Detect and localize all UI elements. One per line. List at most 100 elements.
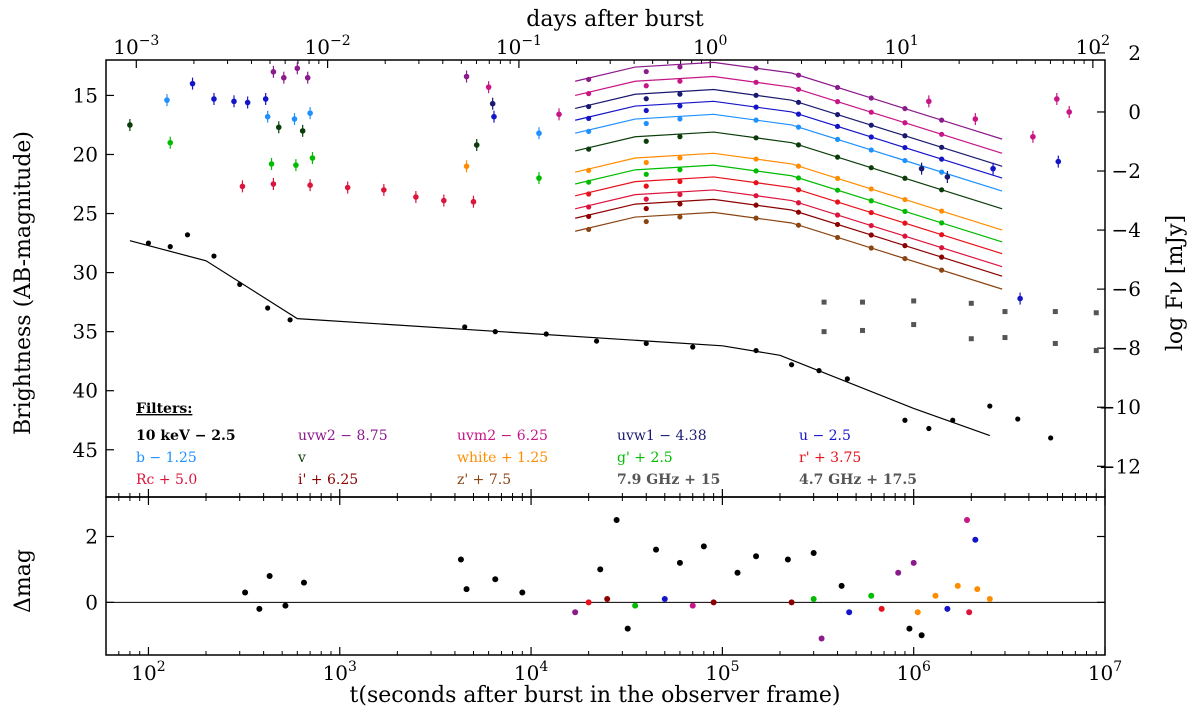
top-tick-label: 100 (693, 33, 727, 59)
legend-entry: 4.7 GHz + 17.5 (799, 472, 917, 488)
model-data-point (902, 220, 908, 226)
residual-point (753, 553, 760, 560)
optical-point (189, 80, 196, 87)
model-data-point (677, 116, 683, 122)
model-data-point (586, 115, 592, 121)
model-data-point (586, 146, 592, 152)
optical-point (307, 182, 313, 188)
residual-point (788, 599, 795, 606)
residual-point (519, 589, 526, 596)
optical-point (972, 116, 979, 122)
model-data-point (795, 222, 802, 228)
model-data-point (586, 76, 592, 83)
residual-point (300, 579, 307, 586)
model-data-point (643, 120, 649, 127)
optical-point (381, 187, 387, 193)
residual-point (846, 609, 853, 616)
residual-point (689, 602, 696, 609)
model-data-point (902, 120, 908, 126)
optical-point (463, 163, 470, 170)
model-data-point (834, 221, 841, 228)
model-data-point (868, 122, 874, 128)
residual-point (974, 586, 981, 593)
xray-point (690, 344, 696, 350)
model-data-point (902, 105, 908, 112)
model-curve-white (575, 152, 1003, 231)
legend-entry: z' + 7.5 (457, 472, 511, 488)
model-data-point (902, 196, 908, 203)
model-data-point (753, 168, 759, 174)
model-data-point (643, 138, 649, 144)
optical-point (556, 111, 562, 118)
model-data-point (677, 134, 683, 140)
model-data-point (939, 187, 945, 193)
legend-entry: 7.9 GHz + 15 (617, 472, 720, 488)
main-panel: 10−3 10−2 10−1 100 101 1021520253035404520−2−… (73, 33, 1141, 498)
model-data-point (795, 209, 802, 215)
model-data-point (902, 208, 908, 214)
residual-point (624, 625, 631, 632)
x-tick-label: 105 (705, 659, 739, 685)
residual-point (492, 576, 499, 583)
residual-point (906, 625, 913, 632)
model-data-point (795, 142, 802, 148)
model-curve-Rc (575, 189, 1003, 268)
residual-point (734, 569, 741, 576)
residual-point (964, 517, 971, 524)
model-data-point (868, 245, 874, 251)
residual-point (710, 599, 717, 606)
model-data-point (795, 124, 802, 130)
optical-point (441, 197, 447, 204)
model-data-point (753, 180, 759, 186)
optical-point (344, 184, 351, 191)
model-data-point (586, 204, 592, 210)
model-data-point (834, 99, 841, 105)
model-data-point (795, 72, 802, 78)
optical-point (918, 165, 925, 172)
model-data-point (939, 220, 945, 226)
optical-point (489, 100, 496, 107)
model-data-point (795, 163, 802, 169)
radio-point (1052, 340, 1058, 346)
model-data-point (677, 167, 683, 173)
model-data-point (902, 175, 908, 181)
residual-point (895, 569, 902, 576)
y-axis-label-left: Brightness (AB-magnitude) (11, 131, 36, 435)
model-data-point (868, 198, 874, 204)
optical-point (281, 74, 287, 81)
model-data-point (677, 178, 683, 185)
y2-tick-label: 0 (1128, 100, 1141, 124)
radio-point (968, 300, 974, 306)
x-tick-label: 103 (323, 659, 357, 685)
x-axis-label-bottom: t(seconds after burst in the observer fr… (350, 683, 841, 708)
model-data-point (753, 104, 759, 110)
model-curve-i' (575, 198, 1003, 277)
optical-point (231, 98, 237, 105)
residual-point (653, 546, 660, 553)
residual-panel: 102 103 104 105 106 107 2 0 (85, 496, 1122, 685)
model-data-point (834, 84, 841, 91)
model-data-point (753, 79, 759, 85)
residual-point (242, 589, 249, 596)
model-data-point (902, 243, 908, 249)
model-data-point (834, 199, 841, 205)
legend-entry: uvw1 − 4.38 (617, 428, 707, 444)
optical-point (270, 69, 277, 75)
residual-point (910, 559, 917, 566)
model-data-point (902, 144, 908, 151)
model-data-point (586, 191, 592, 197)
xray-point (167, 244, 173, 250)
optical-point (164, 97, 170, 103)
model-curve-uvw1 (575, 88, 1003, 167)
y2-tick-label: −8 (1112, 336, 1141, 360)
xray-point (1015, 416, 1021, 422)
residual-point (661, 596, 668, 603)
optical-point (127, 122, 133, 128)
model-data-point (795, 99, 802, 105)
xray-point (184, 232, 191, 238)
model-data-point (902, 133, 908, 139)
xray-point (211, 253, 217, 259)
model-data-point (902, 157, 908, 164)
optical-point (473, 142, 480, 148)
